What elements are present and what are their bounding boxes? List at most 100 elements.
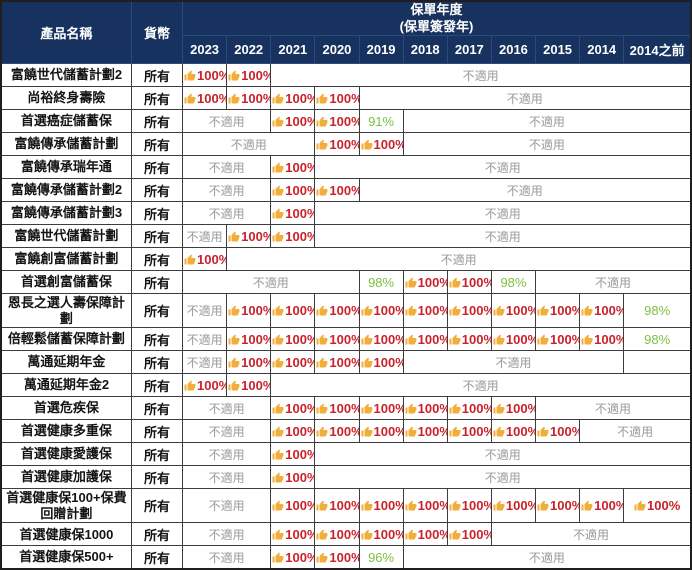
- approved-100-cell: 100%: [182, 373, 228, 398]
- thumbs-up-icon: [184, 380, 196, 391]
- thumbs-up-icon: [493, 426, 505, 437]
- approved-100-cell: 100%: [402, 419, 448, 444]
- not-applicable-cell: 不適用: [402, 109, 692, 133]
- thumbs-up-icon: [272, 357, 284, 368]
- partial-rate-cell: 98%: [358, 270, 404, 294]
- thumbs-up-icon: [316, 139, 328, 149]
- currency-cell: 所有: [130, 63, 184, 87]
- approved-100-cell: 100%: [358, 396, 404, 421]
- not-applicable-cell: 不適用: [314, 155, 692, 179]
- approved-100-cell: 100%: [314, 86, 360, 110]
- approved-100-cell: 100%: [535, 488, 581, 524]
- approved-100-cell: 100%: [358, 327, 404, 352]
- product-name-cell: 富饒傳承儲蓄計劃: [0, 132, 132, 156]
- thumbs-up-icon: [316, 552, 328, 563]
- currency-cell: 所有: [130, 109, 184, 133]
- currency-cell: 所有: [130, 224, 184, 248]
- thumbs-up-icon: [228, 93, 240, 103]
- table-body: 富饒世代儲蓄計劃2所有100%100%不適用尚裕終身壽險所有100%100%10…: [0, 63, 692, 570]
- product-name-cell: 富饒創富儲蓄計劃: [0, 247, 132, 271]
- product-name-cell: 首選健康保500+: [0, 545, 132, 570]
- table-row: 恩長之選人壽保障計劃所有不適用100%100%100%100%100%100%1…: [0, 292, 692, 329]
- approved-100-cell: 100%: [270, 178, 316, 202]
- thumbs-up-icon: [361, 139, 373, 149]
- product-name-header: 產品名稱: [0, 0, 132, 64]
- thumbs-up-icon: [405, 305, 417, 316]
- not-applicable-cell: 不適用: [314, 465, 692, 490]
- thumbs-up-icon: [316, 529, 328, 540]
- currency-cell: 所有: [130, 442, 184, 467]
- approved-100-cell: 100%: [535, 419, 581, 444]
- approved-100-cell: 100%: [182, 63, 228, 87]
- thumbs-up-icon: [184, 70, 196, 80]
- thumbs-up-icon: [537, 426, 549, 437]
- currency-cell: 所有: [130, 373, 184, 398]
- approved-100-cell: 100%: [182, 247, 228, 271]
- approved-100-cell: 100%: [490, 396, 537, 421]
- not-applicable-cell: 不適用: [182, 155, 272, 179]
- thumbs-up-icon: [581, 500, 593, 511]
- thumbs-up-icon: [272, 334, 284, 345]
- product-name-cell: 萬通延期年金2: [0, 373, 132, 398]
- approved-100-cell: 100%: [270, 109, 316, 133]
- policy-year-group-header: 保單年度 (保單簽發年): [182, 0, 692, 36]
- currency-cell: 所有: [130, 488, 184, 524]
- product-name-cell: 富饒世代儲蓄計劃: [0, 224, 132, 248]
- approved-100-cell: 100%: [402, 270, 448, 294]
- approved-100-cell: 100%: [314, 292, 360, 329]
- year-header-2023: 2023: [182, 35, 228, 64]
- approved-100-cell: 100%: [314, 522, 360, 547]
- policy-issue-year-subtitle: (保單簽發年): [399, 18, 474, 34]
- approved-100-cell: 100%: [579, 292, 625, 329]
- approved-100-cell: 100%: [270, 350, 316, 375]
- thumbs-up-icon: [449, 305, 461, 316]
- currency-cell: 所有: [130, 86, 184, 110]
- thumbs-up-icon: [272, 231, 284, 241]
- thumbs-up-icon: [272, 472, 284, 483]
- approved-100-cell: 100%: [226, 224, 272, 248]
- thumbs-up-icon: [228, 357, 240, 368]
- approved-100-cell: 100%: [402, 522, 448, 547]
- thumbs-up-icon: [316, 116, 328, 126]
- currency-cell: 所有: [130, 201, 184, 225]
- product-name-cell: 富饒傳承瑞年通: [0, 155, 132, 179]
- not-applicable-cell: 不適用: [402, 132, 692, 156]
- thumbs-up-icon: [316, 500, 328, 511]
- product-name-cell: 首選癌症儲蓄保: [0, 109, 132, 133]
- approved-100-cell: 100%: [358, 132, 404, 156]
- thumbs-up-icon: [449, 529, 461, 540]
- partial-rate-cell: 96%: [358, 545, 404, 570]
- currency-header: 貨幣: [130, 0, 184, 64]
- approved-100-cell: 100%: [314, 488, 360, 524]
- currency-cell: 所有: [130, 545, 184, 570]
- approved-100-cell: 100%: [270, 419, 316, 444]
- approved-100-cell: 100%: [314, 109, 360, 133]
- year-header-2014: 2014: [579, 35, 625, 64]
- approved-100-cell: 100%: [402, 396, 448, 421]
- currency-cell: 所有: [130, 247, 184, 271]
- thumbs-up-icon: [537, 500, 549, 511]
- not-applicable-cell: 不適用: [358, 178, 692, 202]
- partial-rate-cell: 98%: [623, 327, 692, 352]
- not-applicable-cell: 不適用: [182, 178, 272, 202]
- thumbs-up-icon: [228, 70, 240, 80]
- year-header-2018: 2018: [402, 35, 448, 64]
- partial-rate-cell: 91%: [358, 109, 404, 133]
- not-applicable-cell: 不適用: [182, 545, 272, 570]
- approved-100-cell: 100%: [226, 63, 272, 87]
- approved-100-cell: 100%: [314, 396, 360, 421]
- approved-100-cell: 100%: [314, 132, 360, 156]
- approved-100-cell: 100%: [358, 292, 404, 329]
- thumbs-up-icon: [449, 426, 461, 437]
- thumbs-up-icon: [537, 334, 549, 345]
- approved-100-cell: 100%: [490, 488, 537, 524]
- not-applicable-cell: 不適用: [358, 86, 692, 110]
- thumbs-up-icon: [272, 529, 284, 540]
- product-name-cell: 富饒傳承儲蓄計劃3: [0, 201, 132, 225]
